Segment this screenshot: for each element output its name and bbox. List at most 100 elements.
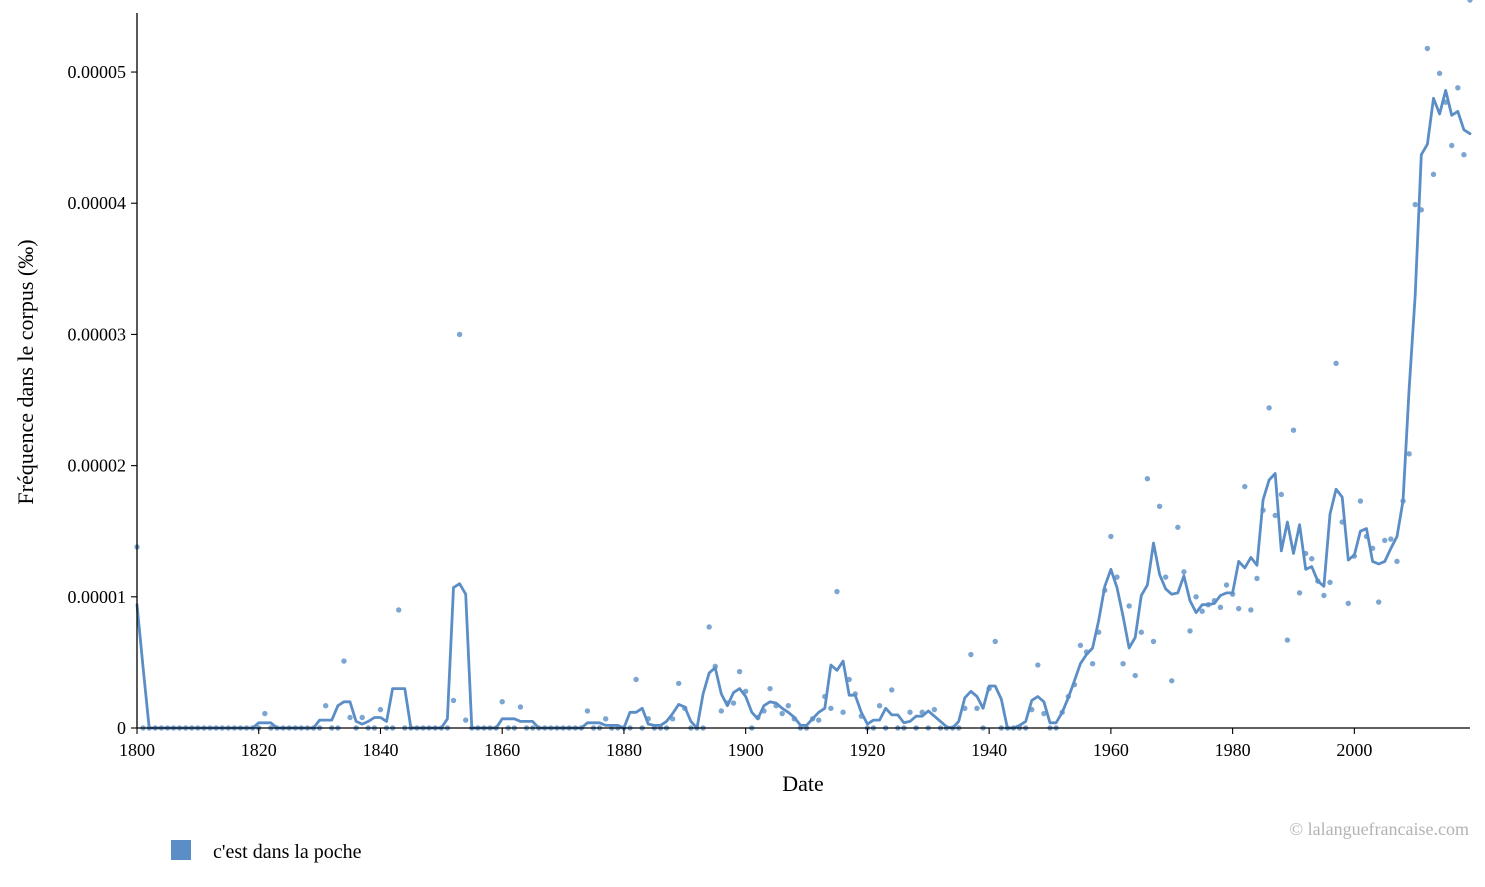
data-point: [1345, 600, 1351, 607]
data-point: [633, 676, 639, 683]
legend: c'est dans la poche: [171, 840, 362, 863]
data-point: [1254, 575, 1260, 582]
data-point: [1248, 607, 1254, 613]
data-point: [1242, 483, 1248, 490]
data-point: [1162, 574, 1169, 580]
data-point: [1321, 592, 1327, 599]
data-point: [992, 638, 998, 645]
data-point: [779, 710, 785, 717]
data-point: [1327, 579, 1333, 586]
data-point: [1424, 45, 1431, 52]
x-axis-title: Date: [782, 771, 824, 796]
data-point: [1430, 171, 1437, 178]
y-tick-label: 0.00003: [68, 324, 127, 344]
x-tick-label: 1820: [241, 740, 277, 760]
data-point: [1284, 637, 1291, 643]
data-point: [676, 680, 682, 687]
data-point: [517, 704, 524, 710]
x-axis-ticks: 1800 1820 1840 1860 1880 1900 1920 1940 1960 1980…: [119, 728, 1372, 760]
data-point: [718, 708, 725, 714]
data-point: [1144, 476, 1151, 482]
data-point: [968, 651, 974, 658]
data-point: [1077, 642, 1084, 649]
data-point: [1266, 405, 1272, 411]
data-point: [974, 705, 980, 712]
data-point: [907, 709, 913, 715]
y-tick-label: 0.00005: [68, 62, 127, 82]
x-tick-label: 1880: [606, 740, 642, 760]
data-point: [1290, 427, 1297, 433]
data-point: [785, 702, 791, 709]
data-point: [1357, 498, 1364, 504]
data-point: [1272, 512, 1278, 519]
legend-label: c'est dans la poche: [213, 841, 362, 863]
y-tick-label: 0.00002: [68, 456, 127, 476]
data-point: [456, 331, 463, 338]
data-point: [341, 658, 347, 664]
x-tick-label: 1960: [1093, 740, 1129, 760]
x-tick-label: 2000: [1336, 740, 1372, 760]
data-point: [876, 702, 883, 709]
data-point: [706, 624, 712, 630]
data-point: [1193, 594, 1199, 600]
x-tick-label: 1800: [119, 740, 155, 760]
data-point: [1156, 503, 1163, 509]
x-tick-label: 1920: [849, 740, 885, 760]
data-point: [1035, 662, 1041, 668]
data-point: [736, 668, 743, 675]
data-point: [1108, 533, 1114, 540]
x-tick-label: 1900: [728, 740, 764, 760]
data-point: [450, 697, 457, 704]
data-point: [377, 706, 384, 713]
data-point: [1375, 599, 1382, 605]
data-point: [1114, 574, 1120, 580]
data-point: [1187, 628, 1193, 634]
data-point: [889, 687, 895, 693]
x-tick-label: 1840: [362, 740, 398, 760]
legend-swatch: [171, 840, 191, 860]
data-point: [834, 588, 840, 595]
y-axis-ticks: 0 0.00001 0.00002 0.00003 0.00004 0.00005: [68, 62, 137, 738]
data-point: [828, 705, 834, 712]
data-point: [359, 714, 365, 721]
data-point: [1278, 491, 1285, 498]
data-point: [1382, 537, 1388, 544]
y-tick-label: 0: [117, 718, 126, 738]
data-point: [1296, 590, 1303, 596]
data-point: [1223, 582, 1230, 588]
credit-text: © lalanguefrancaise.com: [1289, 819, 1469, 839]
series-line: [135, 89, 1472, 730]
data-point: [1436, 70, 1443, 77]
data-point: [396, 607, 402, 613]
data-point: [1236, 605, 1242, 612]
data-point: [602, 716, 609, 722]
y-axis-title: Fréquence dans le corpus (‰): [13, 239, 38, 504]
data-point: [1406, 451, 1412, 457]
data-point: [1181, 569, 1187, 575]
data-point: [816, 717, 822, 723]
data-point: [584, 708, 591, 714]
data-point: [1467, 0, 1473, 3]
data-point: [730, 700, 737, 706]
x-tick-label: 1860: [484, 740, 520, 760]
data-point: [1169, 678, 1175, 684]
data-point: [1333, 360, 1339, 366]
data-point: [1132, 672, 1138, 679]
data-point: [1449, 142, 1455, 149]
data-point: [1455, 85, 1461, 91]
data-point: [322, 702, 329, 709]
x-tick-label: 1940: [971, 740, 1007, 760]
data-point: [1041, 710, 1047, 717]
y-tick-label: 0.00001: [68, 587, 127, 607]
data-point: [1126, 603, 1132, 609]
data-point: [1388, 536, 1394, 542]
data-point: [1394, 558, 1400, 565]
data-point: [1138, 629, 1145, 635]
data-point: [499, 699, 505, 705]
data-point: [1217, 604, 1224, 611]
data-point: [462, 717, 469, 723]
data-point: [1412, 201, 1418, 208]
data-point: [262, 710, 268, 717]
data-point: [1461, 151, 1467, 158]
